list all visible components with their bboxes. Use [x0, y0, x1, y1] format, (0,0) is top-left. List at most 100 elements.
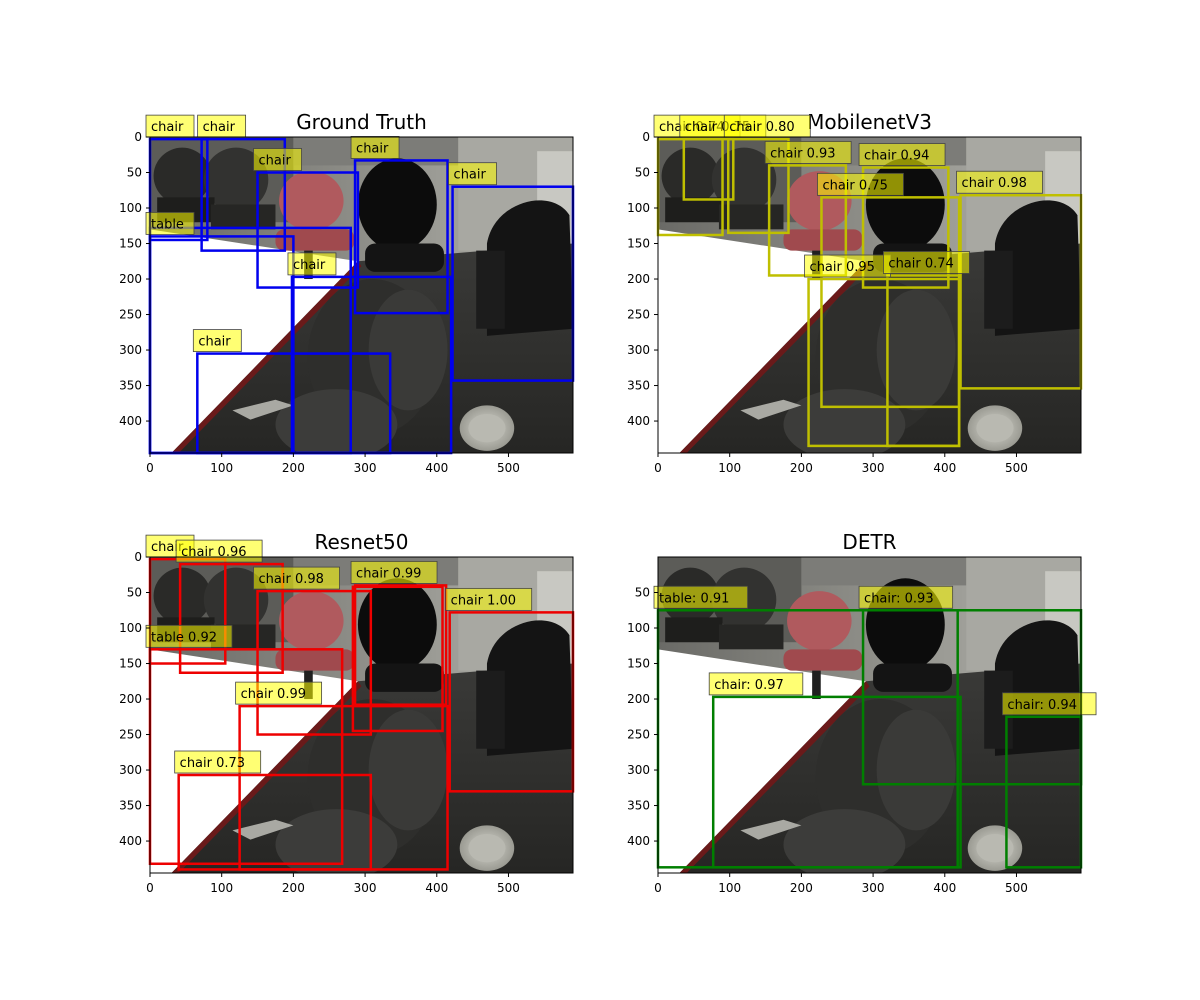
detection-label-bg: [858, 585, 954, 609]
x-tick-label: 0: [146, 881, 154, 895]
y-tick-label: 400: [627, 414, 650, 428]
panel-title: Resnet50: [315, 530, 409, 554]
panel-ground-truth: Ground Truth chair chair chair chair chair tab…: [119, 110, 575, 475]
y-tick-label: 150: [119, 657, 142, 671]
detection-label-bg: [192, 329, 242, 352]
panel-title: MobilenetV3: [807, 110, 932, 134]
y-tick-label: 100: [119, 621, 142, 635]
x-tick-label: 0: [654, 461, 662, 475]
y-tick-label: 0: [134, 550, 142, 564]
x-tick-label: 0: [654, 881, 662, 895]
detection-label: table 0.92: [151, 630, 217, 645]
detection-label: chair 0.94: [864, 149, 929, 164]
detection-label: chair: [151, 120, 184, 135]
x-tick-label: 500: [1005, 881, 1028, 895]
y-tick-label: 200: [627, 272, 650, 286]
x-tick-label: 500: [497, 461, 520, 475]
y-tick-label: 150: [627, 237, 650, 251]
y-tick-label: 200: [119, 692, 142, 706]
y-tick-label: 400: [119, 414, 142, 428]
y-tick-label: 50: [127, 166, 142, 180]
detection-box: [886, 274, 961, 448]
y-tick-label: 400: [119, 834, 142, 848]
detection-label: chair: [259, 154, 292, 169]
x-tick-label: 300: [354, 881, 377, 895]
detection-label-bg: [708, 672, 804, 696]
y-tick-label: 300: [627, 763, 650, 777]
y-tick-label: 300: [627, 343, 650, 357]
detection-label: chair 0.98: [962, 176, 1027, 191]
detection-label-bg: [764, 141, 852, 164]
detection-box: [177, 773, 373, 871]
detection-box: [200, 137, 287, 252]
detection-box: [256, 589, 373, 736]
y-tick-label: 350: [627, 799, 650, 813]
detection-label-bg: [883, 251, 970, 274]
x-tick-label: 100: [718, 881, 741, 895]
detection-label-bg: [448, 162, 497, 186]
y-tick-label: 250: [627, 728, 650, 742]
detection-label: chair 1.00: [451, 593, 516, 608]
detection-label: chair: [454, 168, 487, 183]
x-tick-label: 200: [790, 881, 813, 895]
detection-label-bg: [817, 172, 904, 196]
y-tick-label: 300: [119, 763, 142, 777]
y-tick-label: 250: [119, 308, 142, 322]
detection-label-bg: [858, 143, 946, 166]
axes-frame: [149, 136, 574, 454]
x-tick-label: 200: [282, 881, 305, 895]
detection-label-bg: [253, 148, 302, 171]
detection-label: chair: [203, 120, 236, 135]
detection-label-bg: [653, 585, 748, 609]
y-tick-label: 350: [119, 379, 142, 393]
detection-label: chair 0.96: [181, 545, 246, 560]
detection-label-bg: [445, 587, 533, 611]
detection-label: chair 0.98: [259, 572, 324, 587]
y-tick-label: 250: [627, 308, 650, 322]
x-tick-label: 500: [497, 881, 520, 895]
x-tick-label: 400: [425, 881, 448, 895]
detection-label-bg: [253, 566, 340, 590]
y-tick-label: 50: [635, 586, 650, 600]
detection-label-bg: [350, 561, 438, 584]
detection-box: [351, 585, 444, 733]
y-tick-label: 350: [119, 799, 142, 813]
detection-box: [682, 137, 735, 201]
axes-frame: [149, 556, 574, 874]
x-tick-label: 200: [790, 461, 813, 475]
y-tick-label: 100: [627, 201, 650, 215]
detection-label: chair 0.95: [810, 260, 875, 275]
detection-label: chair 0.93: [770, 146, 835, 161]
y-tick-label: 200: [119, 272, 142, 286]
x-tick-label: 400: [933, 461, 956, 475]
y-tick-label: 150: [119, 237, 142, 251]
x-tick-label: 200: [282, 461, 305, 475]
x-tick-label: 300: [354, 461, 377, 475]
y-tick-label: 100: [627, 621, 650, 635]
detection-box: [861, 166, 950, 289]
axes-frame: [657, 556, 1082, 874]
y-tick-label: 250: [119, 728, 142, 742]
detection-label: chair 0.80: [729, 120, 794, 135]
detection-label: chair 0.75: [822, 178, 887, 193]
y-tick-label: 400: [627, 834, 650, 848]
detection-label: chair 0.99: [356, 566, 421, 581]
detection-label-bg: [956, 170, 1043, 194]
detection-label: chair 0.74: [888, 256, 953, 271]
detection-label: table: [151, 217, 184, 232]
x-tick-label: 100: [210, 881, 233, 895]
detection-box: [178, 562, 284, 674]
y-tick-label: 100: [119, 201, 142, 215]
y-tick-label: 150: [627, 657, 650, 671]
detection-label: chair 0.73: [180, 756, 245, 771]
detection-label-bg: [1002, 692, 1097, 716]
y-tick-label: 200: [627, 692, 650, 706]
axes-frame: [657, 136, 1082, 454]
y-tick-label: 0: [642, 130, 650, 144]
x-tick-label: 400: [933, 881, 956, 895]
detection-label-bg: [145, 624, 233, 648]
detection-box: [256, 171, 360, 289]
detection-label-bg: [287, 252, 337, 276]
detection-label-bg: [350, 136, 400, 159]
